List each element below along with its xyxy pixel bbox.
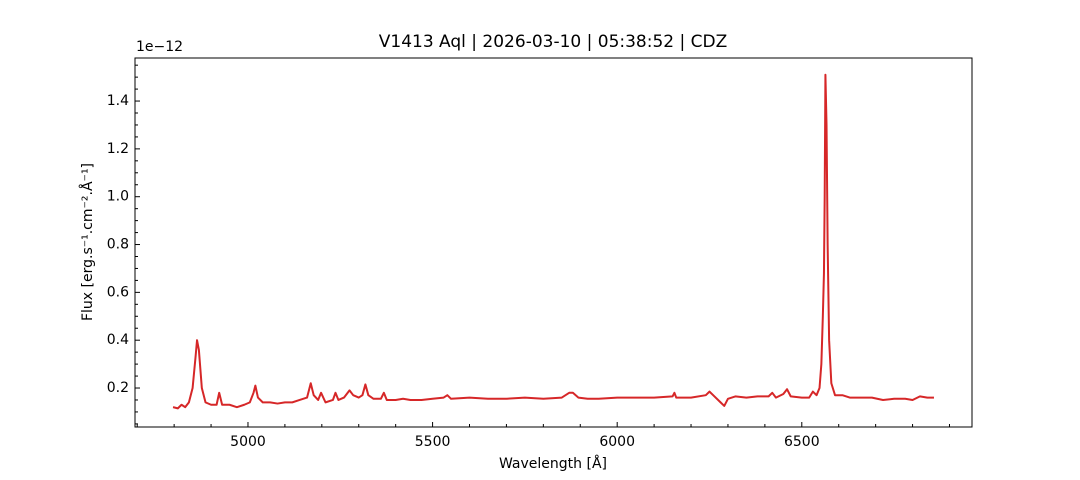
x-tick-label: 5500 xyxy=(415,434,451,450)
y-tick-label: 0.6 xyxy=(107,284,129,300)
y-tick-label: 1.4 xyxy=(107,93,129,109)
x-tick-label: 6000 xyxy=(599,434,635,450)
y-tick-label: 0.4 xyxy=(107,332,129,348)
y-tick-label: 1.0 xyxy=(107,189,129,205)
chart-title: V1413 Aql | 2026-03-10 | 05:38:52 | CDZ xyxy=(379,32,728,52)
spectrum-line xyxy=(172,73,934,410)
x-axis-label: Wavelength [Å] xyxy=(499,455,607,472)
plot-frame xyxy=(134,57,973,428)
x-tick-label: 5000 xyxy=(230,434,266,450)
y-tick-label: 0.8 xyxy=(107,237,129,253)
y-axis-label: Flux [erg.s⁻¹.cm⁻².Å⁻¹] xyxy=(79,163,96,321)
y-tick-label: 1.2 xyxy=(107,141,129,157)
y-tick-label: 0.2 xyxy=(107,380,129,396)
y-offset-label: 1e−12 xyxy=(136,39,183,55)
x-tick-label: 6500 xyxy=(784,434,820,450)
